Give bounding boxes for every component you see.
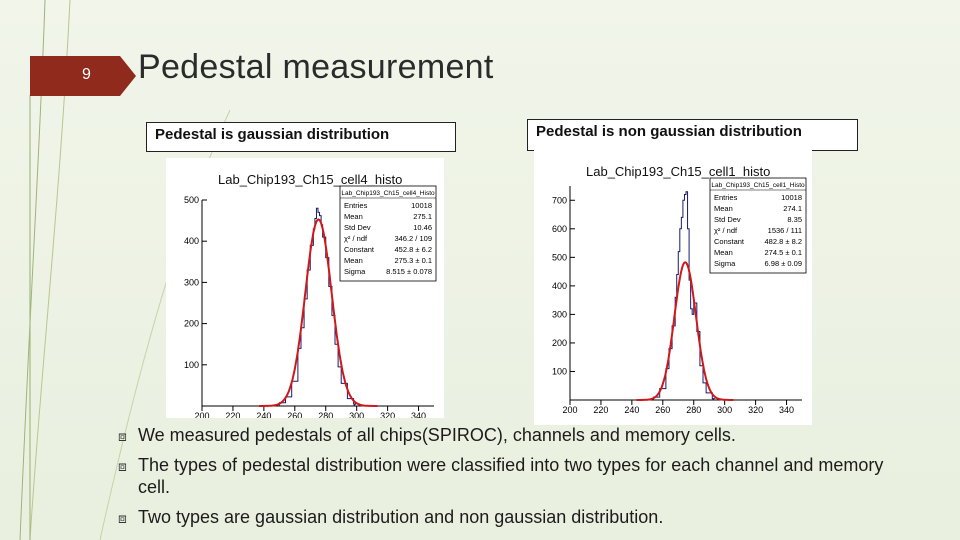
y-tick-label: 200 [552, 338, 567, 348]
histogram-non-gaussian-svg: Lab_Chip193_Ch15_cell1_histo 200 220 240 260… [552, 164, 807, 415]
stats-row-label: Constant [714, 237, 745, 246]
stats-box [339, 185, 437, 282]
x-tick-label: 260 [655, 405, 670, 415]
slide-number: 9 [82, 66, 91, 83]
y-tick-label: 700 [552, 195, 567, 205]
stats-row-label: Mean [344, 212, 363, 221]
bullet-item: ⧈ We measured pedestals of all chips(SPI… [118, 424, 918, 446]
x-tick-label: 340 [779, 405, 794, 415]
x-tick-label: 320 [380, 411, 395, 418]
gaussian-fit-line [259, 218, 378, 407]
stats-row-label: Std Dev [714, 215, 741, 224]
stats-box-title: Lab_Chip193_Ch15_cell4_Histo [341, 190, 435, 197]
stats-row-value: 482.8 ± 8.2 [765, 237, 802, 246]
stats-row-value: 275.1 [413, 212, 432, 221]
stats-row-value: 1536 / 111 [768, 226, 802, 235]
bullet-text: Two types are gaussian distribution and … [138, 507, 664, 527]
stats-row-value: 6.98 ± 0.09 [765, 259, 802, 268]
bullet-item: ⧈ The types of pedestal distribution wer… [118, 454, 918, 498]
bullet-text: The types of pedestal distribution were … [138, 455, 884, 497]
slide-title: Pedestal measurement [138, 48, 494, 86]
histogram-series [278, 207, 357, 407]
stats-box-title: Lab_Chip193_Ch15_cell1_Histo [711, 182, 805, 189]
bullet-arrow-icon: ⧈ [118, 458, 127, 474]
caption-gaussian: Pedestal is gaussian distribution [146, 122, 456, 152]
bullet-arrow-icon: ⧈ [118, 428, 127, 444]
x-tick-label: 340 [411, 411, 426, 418]
y-tick-label: 100 [552, 366, 567, 376]
histogram-gaussian-svg: Lab_Chip193_Ch15_cell4_histo 200 220 240 260… [184, 172, 437, 418]
stats-row-value: 274.1 [783, 204, 802, 213]
stats-row-value: 275.3 ± 0.1 [395, 256, 432, 265]
stats-row-label: Mean [714, 248, 733, 257]
y-tick-label: 500 [552, 252, 567, 262]
y-tick-label: 300 [184, 277, 199, 287]
stats-row-value: 10018 [411, 201, 432, 210]
histogram-series [653, 191, 716, 401]
x-tick-label: 220 [225, 411, 240, 418]
stats-row-label: χ² / ndf [344, 234, 368, 243]
x-tick-label: 320 [748, 405, 763, 415]
y-tick-label: 400 [184, 236, 199, 246]
caption-non-gaussian: Pedestal is non gaussian distribution [527, 119, 858, 151]
histogram-non-gaussian: Lab_Chip193_Ch15_cell1_histo 200 220 240 260… [534, 150, 812, 425]
x-tick-label: 300 [717, 405, 732, 415]
stats-box [709, 177, 807, 274]
stats-row-label: Sigma [714, 259, 736, 268]
chart-title: Lab_Chip193_Ch15_cell4_histo [218, 172, 402, 187]
stats-row-value: 274.5 ± 0.1 [765, 248, 802, 257]
slide-number-tab [30, 56, 136, 96]
stats-row-value: 8.515 ± 0.078 [386, 267, 432, 276]
stats-row-value: 8.35 [787, 215, 802, 224]
y-tick-label: 300 [552, 309, 567, 319]
x-tick-label: 200 [194, 411, 209, 418]
bullet-item: ⧈ Two types are gaussian distribution an… [118, 506, 918, 528]
x-tick-label: 220 [593, 405, 608, 415]
stats-row-label: Entries [344, 201, 368, 210]
chart-title: Lab_Chip193_Ch15_cell1_histo [586, 164, 770, 179]
y-tick-label: 500 [184, 195, 199, 205]
bullet-arrow-icon: ⧈ [118, 510, 127, 526]
histogram-gaussian: Lab_Chip193_Ch15_cell4_histo 200 220 240 260… [166, 158, 444, 418]
y-tick-label: 200 [184, 319, 199, 329]
stats-row-value: 10.46 [413, 223, 432, 232]
stats-row-label: Mean [344, 256, 363, 265]
x-tick-label: 260 [287, 411, 302, 418]
gaussian-fit-line [636, 261, 734, 401]
bullet-list: ⧈ We measured pedestals of all chips(SPI… [118, 424, 918, 536]
stats-row-label: Mean [714, 204, 733, 213]
stats-row-value: 346.2 / 109 [394, 234, 432, 243]
x-tick-label: 280 [686, 405, 701, 415]
stats-row-value: 452.8 ± 6.2 [395, 245, 432, 254]
y-tick-label: 600 [552, 224, 567, 234]
x-tick-label: 300 [349, 411, 364, 418]
stats-row-label: Sigma [344, 267, 366, 276]
x-tick-label: 240 [624, 405, 639, 415]
stats-row-value: 10018 [781, 193, 802, 202]
y-tick-label: 100 [184, 360, 199, 370]
x-tick-label: 280 [318, 411, 333, 418]
y-tick-label: 400 [552, 281, 567, 291]
stats-row-label: Entries [714, 193, 738, 202]
stats-row-label: Std Dev [344, 223, 371, 232]
stats-row-label: Constant [344, 245, 375, 254]
x-tick-label: 240 [256, 411, 271, 418]
bullet-text: We measured pedestals of all chips(SPIRO… [138, 425, 736, 445]
stats-row-label: χ² / ndf [714, 226, 738, 235]
x-tick-label: 200 [562, 405, 577, 415]
